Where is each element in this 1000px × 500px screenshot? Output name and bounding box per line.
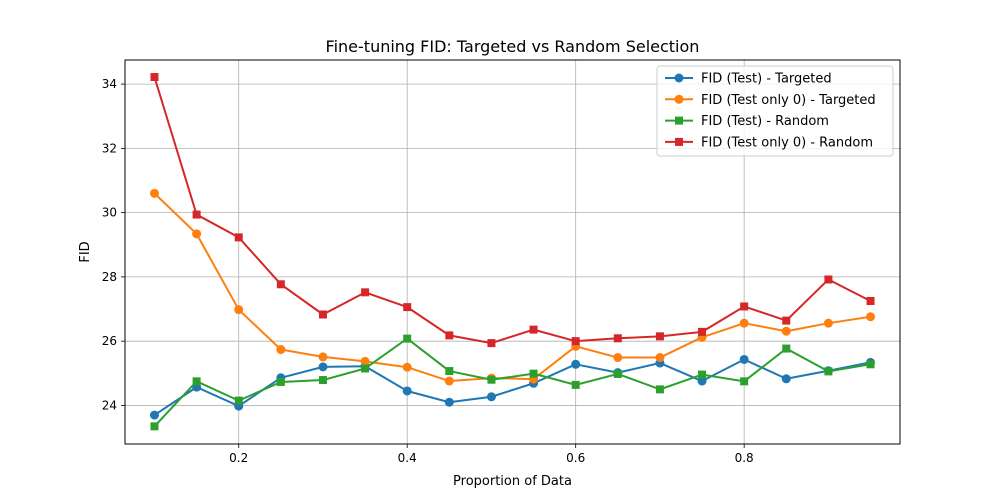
data-point bbox=[192, 377, 201, 386]
legend-label: FID (Test only 0) - Random bbox=[701, 135, 873, 150]
data-point bbox=[529, 325, 538, 334]
data-point bbox=[866, 360, 875, 369]
data-point bbox=[445, 331, 454, 340]
data-point bbox=[487, 339, 496, 348]
data-point bbox=[824, 275, 833, 284]
data-point bbox=[192, 229, 202, 239]
x-tick-label: 0.4 bbox=[398, 451, 417, 465]
data-point bbox=[402, 386, 412, 396]
legend-marker bbox=[675, 137, 683, 146]
data-point bbox=[234, 305, 244, 315]
data-point bbox=[361, 364, 370, 373]
data-point bbox=[150, 422, 159, 431]
data-point bbox=[823, 318, 833, 328]
data-point bbox=[613, 369, 622, 378]
data-point bbox=[192, 210, 201, 219]
legend-label: FID (Test) - Random bbox=[701, 114, 829, 129]
data-point bbox=[655, 385, 664, 394]
data-point bbox=[445, 367, 454, 376]
data-point bbox=[149, 410, 159, 420]
data-point bbox=[318, 352, 328, 362]
data-point bbox=[655, 353, 665, 363]
y-tick-label: 28 bbox=[102, 270, 117, 284]
data-point bbox=[655, 332, 664, 341]
data-point bbox=[276, 345, 286, 355]
data-point bbox=[402, 362, 412, 372]
data-point bbox=[149, 188, 159, 198]
legend-item: FID (Test only 0) - Targeted bbox=[665, 93, 876, 108]
series-line bbox=[153, 76, 871, 345]
data-point bbox=[571, 380, 580, 389]
x-axis-label: Proportion of Data bbox=[453, 474, 572, 489]
y-axis-ticks: 24 26 28 30 32 34 bbox=[102, 77, 125, 412]
data-point bbox=[740, 377, 749, 386]
data-point bbox=[740, 302, 749, 311]
legend-item: FID (Test) - Targeted bbox=[665, 72, 832, 87]
x-tick-label: 0.2 bbox=[229, 451, 248, 465]
data-point bbox=[360, 356, 370, 366]
data-point bbox=[866, 312, 876, 322]
data-point bbox=[698, 327, 707, 336]
data-point bbox=[782, 344, 791, 353]
data-point bbox=[318, 376, 327, 385]
data-point bbox=[444, 376, 454, 386]
y-tick-label: 32 bbox=[102, 141, 117, 155]
data-point bbox=[403, 334, 412, 343]
data-point bbox=[486, 392, 496, 402]
y-tick-label: 30 bbox=[102, 206, 117, 220]
data-point bbox=[150, 73, 159, 82]
legend-item: FID (Test) - Random bbox=[665, 114, 829, 129]
data-point bbox=[781, 326, 791, 336]
series-line bbox=[153, 337, 871, 428]
y-tick-label: 34 bbox=[102, 77, 117, 91]
data-point bbox=[571, 337, 580, 346]
data-point bbox=[781, 374, 791, 384]
legend-marker bbox=[674, 73, 684, 83]
data-point bbox=[739, 318, 749, 328]
legend: FID (Test) - Targeted FID (Test only 0) -… bbox=[656, 65, 894, 157]
y-tick-label: 26 bbox=[102, 334, 117, 348]
chart-title: Fine-tuning FID: Targeted vs Random Sele… bbox=[326, 37, 700, 56]
series-4 bbox=[150, 73, 875, 348]
data-point bbox=[571, 359, 581, 369]
data-point bbox=[318, 310, 327, 319]
data-point bbox=[234, 233, 243, 242]
series-line bbox=[153, 192, 871, 383]
legend-box bbox=[656, 65, 894, 157]
data-point bbox=[529, 369, 538, 378]
data-point bbox=[276, 377, 285, 386]
data-point bbox=[487, 375, 496, 384]
series-line bbox=[153, 358, 871, 416]
data-point bbox=[613, 334, 622, 343]
data-point bbox=[739, 354, 749, 364]
data-point bbox=[276, 280, 285, 289]
data-point bbox=[403, 303, 412, 312]
data-point bbox=[866, 297, 875, 306]
series-2 bbox=[149, 188, 876, 386]
data-point bbox=[444, 397, 454, 407]
legend-marker bbox=[674, 94, 684, 104]
series-1 bbox=[149, 354, 876, 420]
x-tick-label: 0.6 bbox=[566, 451, 585, 465]
data-point bbox=[613, 353, 623, 363]
legend-marker bbox=[675, 116, 683, 125]
data-point bbox=[697, 376, 707, 386]
legend-item: FID (Test only 0) - Random bbox=[665, 135, 873, 150]
legend-label: FID (Test only 0) - Targeted bbox=[701, 93, 876, 108]
data-point bbox=[234, 396, 243, 405]
data-point bbox=[782, 316, 791, 325]
y-tick-label: 24 bbox=[102, 398, 117, 412]
data-point bbox=[698, 370, 707, 379]
legend-label: FID (Test) - Targeted bbox=[701, 72, 832, 87]
data-point bbox=[318, 362, 328, 372]
y-axis-label: FID bbox=[78, 241, 93, 262]
plot-frame bbox=[124, 59, 901, 445]
x-axis-ticks: 0.2 0.4 0.6 0.8 bbox=[229, 444, 754, 465]
series-group bbox=[149, 73, 876, 431]
series-3 bbox=[150, 334, 875, 431]
data-point bbox=[824, 367, 833, 376]
data-point bbox=[361, 288, 370, 297]
x-tick-label: 0.8 bbox=[735, 451, 754, 465]
